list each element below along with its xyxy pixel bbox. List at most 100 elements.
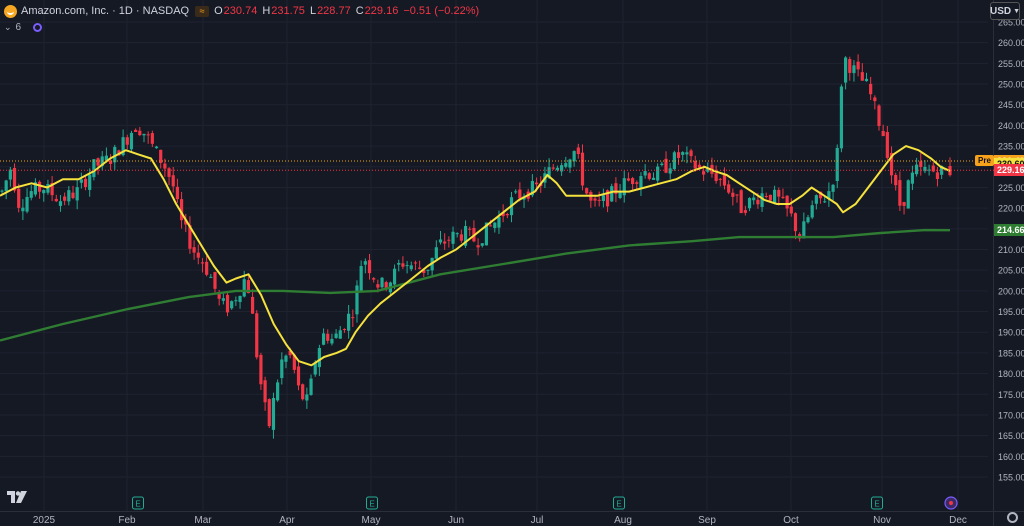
candle[interactable] [781,188,785,199]
candle[interactable] [814,194,818,210]
candle[interactable] [493,221,497,233]
candle[interactable] [71,185,75,200]
candle[interactable] [714,165,718,184]
candle[interactable] [75,179,79,210]
candle[interactable] [810,200,814,220]
candle[interactable] [359,260,363,292]
candle[interactable] [902,201,906,215]
candle[interactable] [635,180,639,190]
candle[interactable] [305,387,309,409]
candle[interactable] [739,189,743,214]
candle[interactable] [296,361,301,391]
candle[interactable] [21,199,25,221]
candle[interactable] [192,240,196,260]
candle[interactable] [743,205,747,216]
candle[interactable] [29,184,33,201]
candle[interactable] [96,157,100,175]
candle[interactable] [276,379,280,402]
candle[interactable] [58,195,63,212]
candle[interactable] [330,333,334,346]
candles[interactable] [0,54,952,439]
candle[interactable] [668,163,672,180]
candle[interactable] [309,374,313,396]
candle[interactable] [660,161,664,167]
symbol-title[interactable]: Amazon.com, Inc. · 1D · NASDAQ [21,5,190,17]
candle[interactable] [125,134,129,150]
candle[interactable] [200,258,205,273]
candle[interactable] [722,167,727,190]
indicator-icon[interactable] [33,22,43,32]
candle[interactable] [250,289,255,314]
candle[interactable] [656,163,660,185]
candle[interactable] [338,326,342,339]
candle[interactable] [585,187,589,195]
candle[interactable] [885,125,889,160]
candle[interactable] [806,214,810,224]
candle[interactable] [735,194,739,203]
candle[interactable] [459,229,463,243]
candle[interactable] [179,191,184,229]
candle[interactable] [777,187,781,206]
candle[interactable] [221,292,225,305]
candle[interactable] [747,197,752,212]
candle[interactable] [910,165,915,191]
candle[interactable] [405,260,409,274]
candle[interactable] [764,192,768,199]
candle[interactable] [639,172,643,197]
tradingview-logo-icon[interactable] [7,491,27,503]
candle[interactable] [835,144,839,189]
candle[interactable] [555,165,560,172]
candle[interactable] [134,128,138,132]
candle[interactable] [802,212,806,239]
candle[interactable] [209,273,213,279]
candle[interactable] [271,392,276,439]
candle[interactable] [518,182,522,202]
candle[interactable] [422,269,426,278]
candle[interactable] [255,310,259,360]
candle[interactable] [626,172,631,182]
candle[interactable] [372,277,376,283]
candle[interactable] [175,178,180,203]
candle[interactable] [551,164,555,171]
earnings-icon[interactable]: E [871,496,883,510]
candle[interactable] [4,179,8,200]
candle[interactable] [142,133,146,143]
candle[interactable] [326,329,330,344]
candle[interactable] [931,162,935,173]
candle[interactable] [505,212,509,219]
candle[interactable] [664,151,668,174]
ma-slow-line[interactable] [0,228,951,342]
candle[interactable] [881,124,885,137]
candle[interactable] [321,328,326,346]
candle[interactable] [455,232,459,238]
candle[interactable] [877,104,881,131]
candle[interactable] [50,176,54,202]
candle[interactable] [576,143,580,159]
candle[interactable] [205,255,209,277]
candle[interactable] [914,157,919,177]
candle[interactable] [63,192,67,206]
candle[interactable] [171,166,175,193]
settings-icon[interactable] [1007,512,1018,523]
candle[interactable] [889,146,894,184]
candle[interactable] [898,171,902,211]
candle[interactable] [342,328,347,333]
market-status-icon[interactable]: ≈ [195,5,210,17]
candle[interactable] [184,213,188,233]
candle[interactable] [234,296,238,306]
candle[interactable] [347,304,351,339]
candle[interactable] [827,182,831,207]
candle[interactable] [150,130,154,148]
candle[interactable] [843,56,848,90]
candle[interactable] [67,186,71,206]
candle[interactable] [392,264,397,290]
candle[interactable] [597,191,601,207]
candle[interactable] [434,240,438,260]
candle[interactable] [785,195,789,217]
candle[interactable] [83,175,88,191]
candle[interactable] [589,190,593,208]
candle[interactable] [284,354,288,369]
candle[interactable] [685,146,689,164]
candle[interactable] [138,127,142,137]
earnings-icon[interactable]: E [366,496,378,510]
